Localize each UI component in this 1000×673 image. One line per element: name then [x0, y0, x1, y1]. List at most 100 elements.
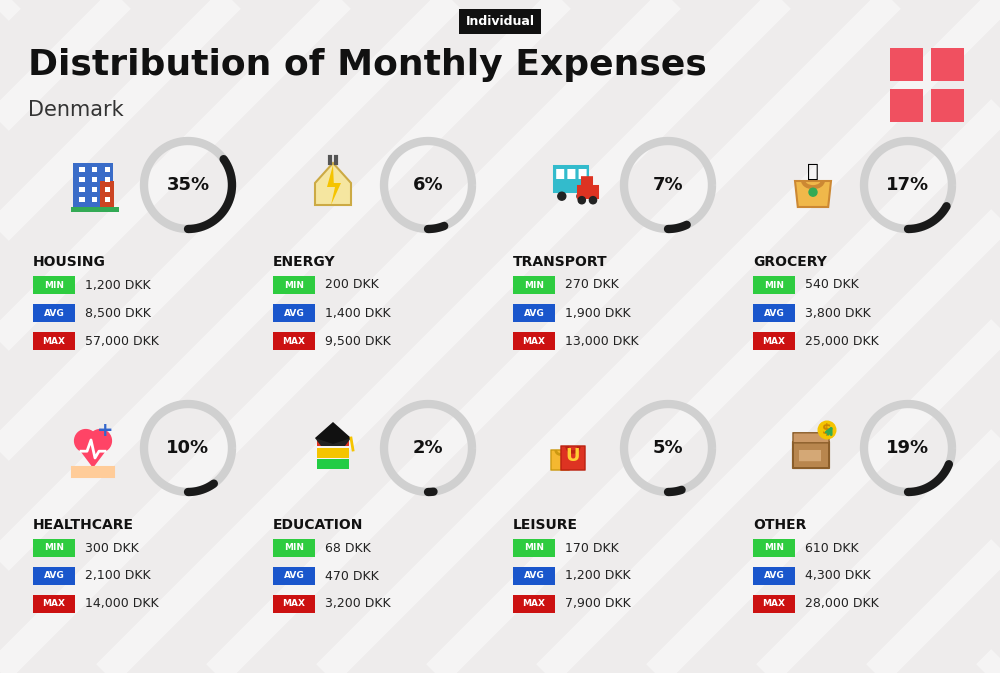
FancyBboxPatch shape — [931, 89, 964, 122]
FancyBboxPatch shape — [890, 48, 923, 81]
Text: 3,200 DKK: 3,200 DKK — [325, 598, 391, 610]
Circle shape — [577, 192, 585, 200]
Text: MAX: MAX — [42, 600, 66, 608]
Text: 4,300 DKK: 4,300 DKK — [805, 569, 871, 583]
Text: 68 DKK: 68 DKK — [325, 542, 371, 555]
FancyBboxPatch shape — [793, 442, 829, 468]
FancyBboxPatch shape — [105, 197, 110, 202]
Text: 540 DKK: 540 DKK — [805, 279, 859, 291]
Text: MIN: MIN — [284, 544, 304, 553]
FancyBboxPatch shape — [581, 176, 593, 186]
FancyBboxPatch shape — [513, 276, 555, 294]
FancyBboxPatch shape — [577, 185, 599, 199]
Text: MIN: MIN — [284, 281, 304, 289]
Text: 2%: 2% — [413, 439, 443, 457]
FancyBboxPatch shape — [105, 187, 110, 192]
FancyBboxPatch shape — [33, 539, 75, 557]
FancyBboxPatch shape — [100, 181, 114, 207]
Text: MAX: MAX — [763, 600, 786, 608]
Text: MAX: MAX — [522, 336, 546, 345]
Text: MIN: MIN — [524, 281, 544, 289]
Text: Distribution of Monthly Expenses: Distribution of Monthly Expenses — [28, 48, 707, 82]
FancyBboxPatch shape — [92, 187, 97, 192]
FancyBboxPatch shape — [553, 165, 589, 193]
Text: 57,000 DKK: 57,000 DKK — [85, 334, 159, 347]
Text: EDUCATION: EDUCATION — [273, 518, 363, 532]
Text: 610 DKK: 610 DKK — [805, 542, 859, 555]
Text: MIN: MIN — [764, 544, 784, 553]
Text: MIN: MIN — [44, 544, 64, 553]
Text: 170 DKK: 170 DKK — [565, 542, 619, 555]
FancyBboxPatch shape — [273, 539, 315, 557]
FancyBboxPatch shape — [33, 276, 75, 294]
FancyBboxPatch shape — [793, 433, 829, 443]
FancyBboxPatch shape — [79, 187, 85, 192]
Text: 25,000 DKK: 25,000 DKK — [805, 334, 879, 347]
Text: 14,000 DKK: 14,000 DKK — [85, 598, 159, 610]
FancyBboxPatch shape — [513, 304, 555, 322]
FancyBboxPatch shape — [79, 167, 85, 172]
Text: 6%: 6% — [413, 176, 443, 194]
Text: Denmark: Denmark — [28, 100, 124, 120]
FancyBboxPatch shape — [753, 539, 795, 557]
FancyBboxPatch shape — [105, 177, 110, 182]
Text: MAX: MAX — [42, 336, 66, 345]
FancyBboxPatch shape — [33, 304, 75, 322]
FancyBboxPatch shape — [753, 595, 795, 613]
FancyBboxPatch shape — [551, 450, 569, 470]
Text: 2,100 DKK: 2,100 DKK — [85, 569, 151, 583]
FancyBboxPatch shape — [753, 567, 795, 585]
FancyBboxPatch shape — [273, 304, 315, 322]
Text: 1,400 DKK: 1,400 DKK — [325, 306, 391, 320]
FancyBboxPatch shape — [556, 169, 564, 179]
FancyBboxPatch shape — [317, 436, 349, 446]
Text: 17%: 17% — [886, 176, 930, 194]
Text: MAX: MAX — [283, 600, 306, 608]
Text: 1,200 DKK: 1,200 DKK — [565, 569, 631, 583]
Text: MIN: MIN — [764, 281, 784, 289]
Circle shape — [89, 429, 111, 452]
Text: ENERGY: ENERGY — [273, 255, 336, 269]
Text: 35%: 35% — [166, 176, 210, 194]
FancyBboxPatch shape — [317, 459, 349, 469]
FancyBboxPatch shape — [753, 304, 795, 322]
Circle shape — [578, 197, 585, 204]
FancyBboxPatch shape — [513, 539, 555, 557]
FancyBboxPatch shape — [317, 448, 349, 458]
Text: 3,800 DKK: 3,800 DKK — [805, 306, 871, 320]
Text: 1,200 DKK: 1,200 DKK — [85, 279, 151, 291]
Text: MAX: MAX — [522, 600, 546, 608]
Text: MIN: MIN — [44, 281, 64, 289]
FancyBboxPatch shape — [33, 567, 75, 585]
Text: AVG: AVG — [524, 571, 544, 581]
FancyBboxPatch shape — [799, 450, 821, 461]
Polygon shape — [75, 444, 111, 468]
Text: MAX: MAX — [763, 336, 786, 345]
FancyBboxPatch shape — [33, 595, 75, 613]
FancyBboxPatch shape — [273, 595, 315, 613]
FancyBboxPatch shape — [890, 89, 923, 122]
Polygon shape — [315, 422, 351, 444]
FancyBboxPatch shape — [92, 177, 97, 182]
Circle shape — [809, 188, 817, 197]
FancyBboxPatch shape — [79, 197, 85, 202]
Circle shape — [818, 421, 836, 439]
FancyBboxPatch shape — [92, 167, 97, 172]
Text: TRANSPORT: TRANSPORT — [513, 255, 608, 269]
Text: 10%: 10% — [166, 439, 210, 457]
Circle shape — [589, 197, 597, 204]
FancyBboxPatch shape — [561, 446, 585, 470]
FancyBboxPatch shape — [513, 332, 555, 350]
FancyBboxPatch shape — [71, 207, 119, 212]
Text: 470 DKK: 470 DKK — [325, 569, 379, 583]
Text: HOUSING: HOUSING — [33, 255, 106, 269]
FancyBboxPatch shape — [579, 169, 587, 179]
Text: +: + — [97, 421, 113, 439]
Text: AVG: AVG — [284, 571, 304, 581]
Polygon shape — [315, 163, 351, 205]
Text: AVG: AVG — [44, 571, 64, 581]
Text: 13,000 DKK: 13,000 DKK — [565, 334, 639, 347]
Circle shape — [75, 429, 97, 452]
Text: 270 DKK: 270 DKK — [565, 279, 619, 291]
Text: 1,900 DKK: 1,900 DKK — [565, 306, 631, 320]
